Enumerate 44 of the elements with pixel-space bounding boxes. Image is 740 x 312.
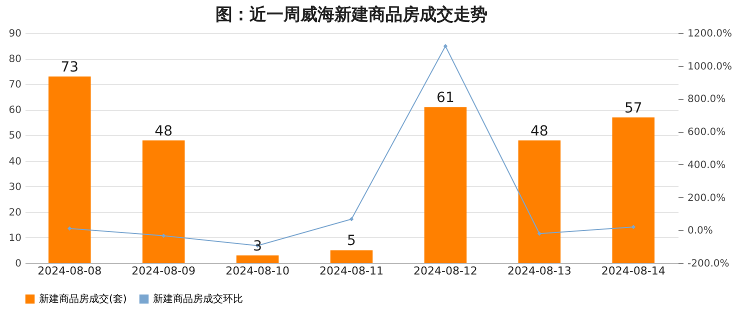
bar: [330, 250, 373, 263]
y2-tick-label: 1000.0%: [688, 61, 732, 72]
x-tick-label: 2024-08-13: [507, 264, 572, 278]
data-label: 48: [154, 123, 172, 140]
y-tick-label: 80: [8, 54, 22, 66]
bar: [236, 255, 279, 263]
legend-label: 新建商品房成交(套): [39, 293, 127, 306]
y-tick-label: 50: [8, 130, 22, 142]
point: [631, 224, 636, 230]
bar: [142, 140, 185, 263]
x-tick-label: 2024-08-08: [38, 264, 102, 278]
data-label: 61: [436, 90, 454, 106]
point: [537, 231, 542, 236]
y2-tick-label: 0.0%: [688, 226, 713, 237]
x-tick-label: 2024-08-11: [320, 264, 384, 278]
x-tick-label: 2024-08-12: [413, 264, 478, 278]
chart-title: 图：近一周威海新建商品房成交走势: [216, 5, 488, 25]
y-tick-label: 90: [8, 28, 22, 40]
bar: [48, 76, 91, 263]
y-tick-label: 60: [8, 105, 22, 116]
y-tick-label: 30: [8, 182, 22, 193]
x-tick-label: 2024-08-10: [226, 264, 290, 278]
y2-tick-label: 200.0%: [688, 192, 726, 204]
legend-label: 新建商品房成交环比: [153, 293, 243, 306]
bar: [424, 107, 467, 263]
bar: [518, 140, 561, 263]
y-tick-label: 40: [8, 156, 22, 168]
y-tick-label: 70: [8, 80, 22, 91]
y2-tick-label: 400.0%: [688, 160, 726, 171]
x-tick-label: 2024-08-14: [601, 264, 666, 278]
x-tick-label: 2024-08-09: [132, 264, 196, 278]
y-tick-label: 20: [8, 207, 22, 218]
bar: [612, 117, 655, 263]
y-tick-label: 10: [8, 232, 22, 244]
data-label: 5: [347, 233, 356, 250]
point: [443, 44, 448, 48]
y2-tick-label: 1200.0%: [688, 28, 732, 40]
data-label: 73: [60, 59, 79, 76]
data-label: 57: [624, 100, 642, 116]
y2-tick-label: -200.0%: [688, 258, 730, 270]
data-label: 48: [530, 123, 548, 140]
y-tick-label: 0: [15, 258, 22, 270]
y2-tick-label: 600.0%: [688, 127, 726, 138]
y2-tick-label: 800.0%: [688, 94, 726, 106]
